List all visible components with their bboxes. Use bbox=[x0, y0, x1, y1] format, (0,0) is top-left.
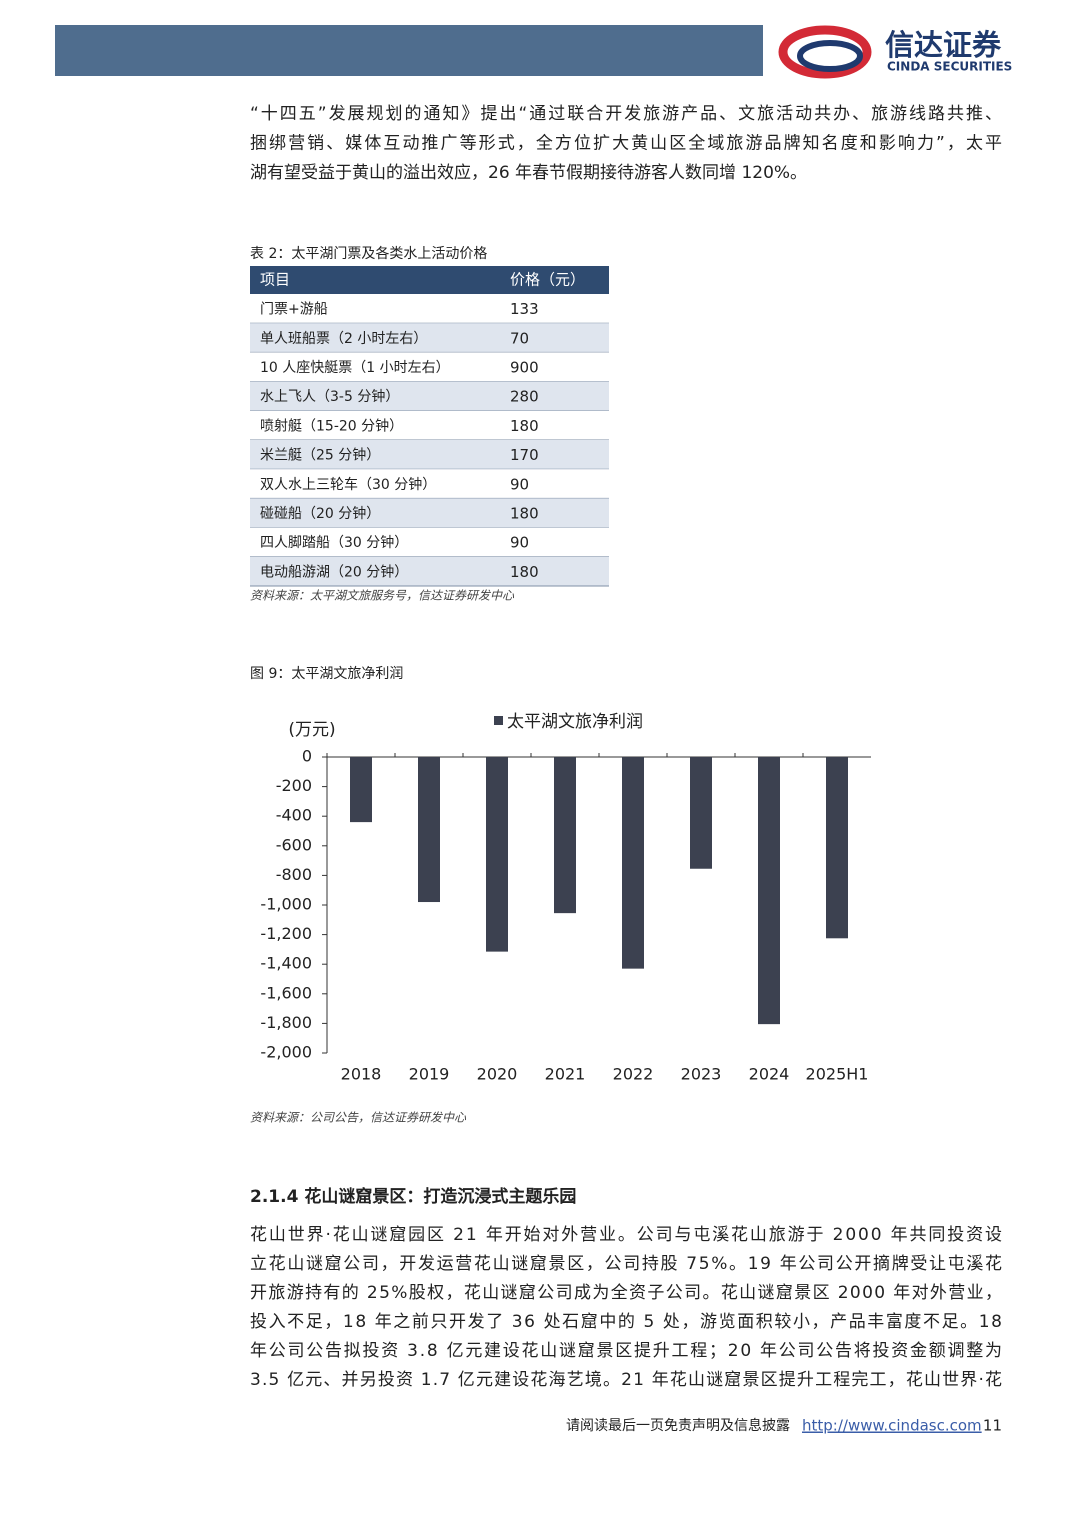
legend-swatch bbox=[494, 716, 503, 725]
y-tick-label: -400 bbox=[276, 806, 312, 825]
bar bbox=[554, 757, 576, 914]
table-row-bg bbox=[250, 323, 609, 353]
bar bbox=[690, 757, 712, 869]
bar bbox=[350, 757, 372, 823]
table-row-bg bbox=[250, 556, 609, 586]
y-tick-label: -1,400 bbox=[260, 954, 312, 973]
x-tick-label: 2019 bbox=[409, 1065, 450, 1084]
y-tick-label: -200 bbox=[276, 776, 312, 795]
table-cell: 90 bbox=[510, 475, 529, 493]
table-row-bg bbox=[250, 469, 609, 499]
figure-source: 资料来源：公司公告，信达证券研发中心 bbox=[250, 1111, 467, 1125]
x-tick-label: 2023 bbox=[681, 1065, 722, 1084]
footer-url[interactable]: http://www.cindasc.com bbox=[802, 1417, 982, 1435]
table-row-bg bbox=[250, 294, 609, 324]
header-bar bbox=[55, 25, 763, 76]
table-cell: 10 人座快艇票（1 小时左右） bbox=[260, 360, 450, 376]
logo-cn: 信达证券 bbox=[885, 28, 1002, 62]
x-tick-label: 2025H1 bbox=[806, 1065, 869, 1084]
y-tick-label: -1,600 bbox=[260, 983, 312, 1002]
logo-en: CINDA SECURITIES bbox=[887, 60, 1012, 74]
paragraph-line: 开旅游持有的 25%股权，花山谜窟公司成为全资子公司。花山谜窟景区 2000 年… bbox=[250, 1283, 1002, 1303]
y-axis-unit: (万元) bbox=[288, 720, 335, 740]
y-tick-label: -800 bbox=[276, 865, 312, 884]
table-cell: 单人班船票（2 小时左右） bbox=[260, 331, 427, 347]
table-cell: 170 bbox=[510, 446, 539, 464]
table-caption: 表 2：太平湖门票及各类水上活动价格 bbox=[250, 246, 487, 262]
bar bbox=[418, 757, 440, 903]
table-cell: 双人水上三轮车（30 分钟） bbox=[260, 476, 436, 493]
paragraph-line: 立花山谜窟公司，开发运营花山谜窟景区，公司持股 75%。19 年公司公开摘牌受让… bbox=[250, 1254, 1002, 1274]
logo-mark bbox=[778, 25, 872, 79]
table-cell: 喷射艇（15-20 分钟） bbox=[260, 417, 403, 434]
table-cell: 133 bbox=[510, 300, 539, 318]
paragraph-line: 投入不足，18 年之前只开发了 36 处石窟中的 5 处，游览面积较小，产品丰富… bbox=[250, 1312, 1002, 1332]
table-cell: 180 bbox=[510, 505, 539, 523]
bar bbox=[486, 757, 508, 952]
x-tick-label: 2018 bbox=[341, 1065, 382, 1084]
x-tick-label: 2020 bbox=[477, 1065, 518, 1084]
table-cell: 180 bbox=[510, 563, 539, 581]
table-cell: 碰碰船（20 分钟） bbox=[260, 505, 380, 522]
table-cell: 70 bbox=[510, 329, 529, 347]
table-cell: 水上飞人（3-5 分钟） bbox=[260, 388, 399, 405]
table-row-bg bbox=[250, 498, 609, 528]
legend-label: 太平湖文旅净利润 bbox=[507, 712, 643, 732]
section-heading: 2.1.4 花山谜窟景区：打造沉浸式主题乐园 bbox=[250, 1186, 576, 1207]
bar bbox=[622, 757, 644, 969]
paragraph-line: 年公司公告拟投资 3.8 亿元建设花山谜窟景区提升工程；20 年公司公告将投资金… bbox=[250, 1341, 1002, 1361]
table-row-bg bbox=[250, 440, 609, 470]
table-row-bg bbox=[250, 352, 609, 382]
y-tick-label: 0 bbox=[302, 747, 312, 766]
paragraph-line: “十四五”发展规划的通知》提出“通过联合开发旅游产品、文旅活动共办、旅游线路共推… bbox=[250, 104, 1002, 124]
paragraph-line: 湖有望受益于黄山的溢出效应，26 年春节假期接待游客人数同增 120%。 bbox=[250, 163, 807, 183]
table-cell: 180 bbox=[510, 417, 539, 435]
bar bbox=[826, 757, 848, 939]
table-header-cell: 项目 bbox=[260, 271, 290, 289]
table-cell: 280 bbox=[510, 388, 539, 406]
table-row-bg bbox=[250, 410, 609, 440]
paragraph-line: 捆绑营销、媒体互动推广等形式，全方位扩大黄山区全域旅游品牌知名度和影响力”，太平 bbox=[250, 134, 1002, 154]
table-cell: 900 bbox=[510, 359, 539, 377]
page-number: 11 bbox=[983, 1417, 1002, 1435]
table-cell: 90 bbox=[510, 534, 529, 552]
paragraph-line: 3.5 亿元、并另投资 1.7 亿元建设花海艺境。21 年花山谜窟景区提升工程完… bbox=[250, 1370, 1002, 1390]
x-tick-label: 2022 bbox=[613, 1065, 654, 1084]
y-tick-label: -1,000 bbox=[260, 895, 312, 914]
paragraph-line: 花山世界·花山谜窟园区 21 年开始对外营业。公司与屯溪花山旅游于 2000 年… bbox=[250, 1225, 1002, 1245]
table-cell: 四人脚踏船（30 分钟） bbox=[260, 534, 408, 551]
table-cell: 电动船游湖（20 分钟） bbox=[260, 563, 408, 580]
table-source: 资料来源：太平湖文旅服务号，信达证券研发中心 bbox=[250, 589, 515, 603]
table-row-bg bbox=[250, 527, 609, 557]
y-tick-label: -600 bbox=[276, 835, 312, 854]
y-tick-label: -1,200 bbox=[260, 924, 312, 943]
x-tick-label: 2021 bbox=[545, 1065, 586, 1084]
figure-caption: 图 9：太平湖文旅净利润 bbox=[250, 666, 403, 682]
table-cell: 米兰艇（25 分钟） bbox=[260, 447, 380, 464]
x-tick-label: 2024 bbox=[749, 1065, 790, 1084]
y-tick-label: -1,800 bbox=[260, 1013, 312, 1032]
bar bbox=[758, 757, 780, 1025]
table-header-bg bbox=[250, 266, 609, 294]
footer-disclaimer: 请阅读最后一页免责声明及信息披露 bbox=[566, 1417, 790, 1434]
y-tick-label: -2,000 bbox=[260, 1043, 312, 1062]
table-row-bg bbox=[250, 381, 609, 411]
table-cell: 门票+游船 bbox=[260, 302, 328, 318]
table-header-cell: 价格（元） bbox=[510, 271, 585, 289]
